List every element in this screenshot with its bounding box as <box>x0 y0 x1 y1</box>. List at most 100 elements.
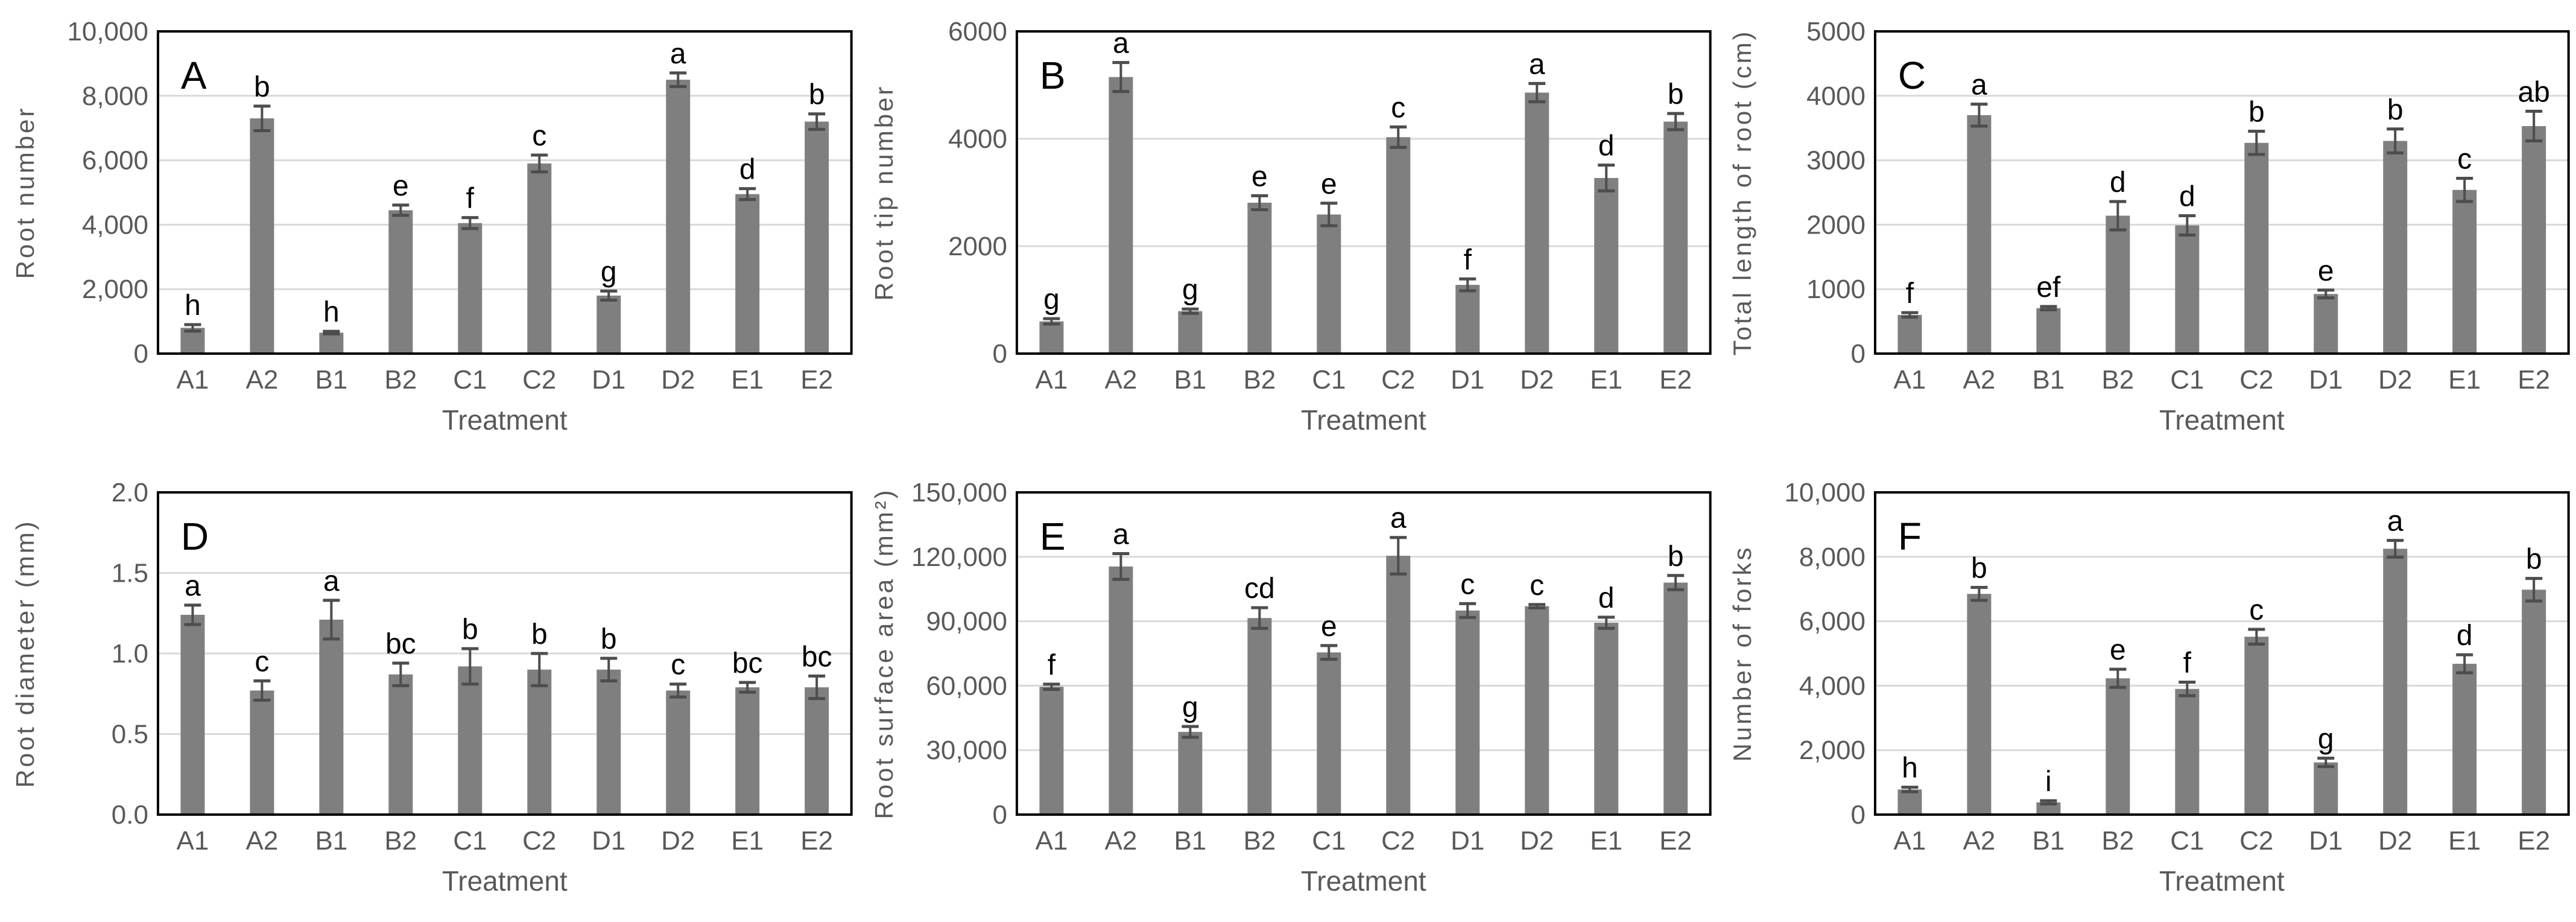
y-axis-title: Root number <box>11 106 39 279</box>
bar-B2 <box>1247 202 1271 354</box>
bar-E2 <box>2522 126 2546 354</box>
bar-B1 <box>1178 731 1203 815</box>
panel-letter: A <box>181 54 207 97</box>
sig-letter: ef <box>2037 272 2062 304</box>
x-tick-label: D1 <box>2309 826 2343 856</box>
bar-A1 <box>180 614 205 815</box>
sig-letter: b <box>2526 544 2542 576</box>
x-tick-label: A1 <box>1035 826 1068 856</box>
sig-letter: bc <box>732 647 763 679</box>
chart-canvas-E: 0 30,000 60,000 90,000 120,000 150,000 f A1 a A2 g… <box>870 478 1712 897</box>
sig-letter: h <box>1902 752 1918 784</box>
sig-letter: e <box>393 170 409 202</box>
sig-letter: f <box>1463 244 1472 276</box>
panel-letter: C <box>1898 54 1926 97</box>
y-tick-label: 2,000 <box>1799 736 1866 765</box>
x-tick-label: D2 <box>661 826 695 856</box>
x-tick-label: A2 <box>245 365 278 395</box>
y-tick-label: 4000 <box>948 124 1007 154</box>
x-axis-title: Treatment <box>1301 404 1426 436</box>
x-tick-label: C1 <box>2171 826 2204 856</box>
sig-letter: a <box>323 565 340 597</box>
x-tick-label: E2 <box>2518 826 2551 856</box>
x-tick-label: C1 <box>1312 365 1346 395</box>
bar-A1 <box>1897 789 1922 815</box>
bar-D2 <box>1524 606 1549 815</box>
bar-A1 <box>1039 321 1064 354</box>
sig-letter: e <box>1321 168 1337 200</box>
y-tick-label: 0 <box>1851 800 1866 830</box>
sig-letter: b <box>809 79 825 111</box>
y-tick-label: 8,000 <box>82 81 148 111</box>
bar-E2 <box>805 687 829 815</box>
sig-letter: bc <box>802 641 832 673</box>
chart-canvas-B: 0 2000 4000 6000 g A1 a A2 g B1 e B2 e C1 c C2 f D1 a D2 d E1… <box>870 17 1712 436</box>
x-axis-title: Treatment <box>1301 865 1426 897</box>
bar-E2 <box>1663 582 1688 815</box>
x-tick-label: E2 <box>2518 365 2551 395</box>
bar-E1 <box>1593 177 1618 354</box>
x-tick-label: C1 <box>453 826 487 856</box>
bar-C2 <box>1385 556 1410 815</box>
panel-letter: B <box>1040 54 1066 97</box>
panel-letter: F <box>1898 515 1922 558</box>
sig-letter: i <box>2045 766 2052 798</box>
sig-letter: c <box>671 649 685 681</box>
sig-letter: a <box>1971 69 1987 101</box>
y-tick-label: 2,000 <box>82 275 148 304</box>
bar-A2 <box>1967 594 1992 815</box>
x-tick-label: B2 <box>384 365 417 395</box>
x-tick-label: A1 <box>1894 826 1926 856</box>
x-tick-label: D2 <box>2378 826 2412 856</box>
bar-E2 <box>1663 121 1688 354</box>
bar-C2 <box>2244 142 2269 354</box>
bar-E1 <box>735 194 760 354</box>
y-tick-label: 4,000 <box>82 210 148 240</box>
x-tick-label: D1 <box>2309 365 2343 395</box>
sig-letter: f <box>1047 649 1055 681</box>
y-tick-label: 60,000 <box>926 671 1007 701</box>
y-axis-title: Root surface area (mm²) <box>870 488 898 819</box>
bar-A2 <box>1109 77 1133 354</box>
x-tick-label: A2 <box>1104 826 1137 856</box>
x-tick-label: C1 <box>453 365 487 395</box>
bar-A1 <box>1039 687 1064 815</box>
sig-letter: bc <box>385 628 416 660</box>
bar-D1 <box>2314 294 2338 354</box>
chart-canvas-F: 0 2,000 4,000 6,000 8,000 10,000 h A1 b A2 i B1 e B2 f… <box>1728 478 2570 897</box>
sig-letter: g <box>601 256 617 288</box>
y-tick-label: 4,000 <box>1799 671 1866 701</box>
sig-letter: a <box>1113 28 1129 60</box>
x-tick-label: C2 <box>1381 365 1415 395</box>
sig-letter: b <box>254 71 270 103</box>
sig-letter: b <box>462 614 478 646</box>
y-axis-title: Total length of root (cm) <box>1728 29 1756 355</box>
bar-C2 <box>527 669 552 815</box>
sig-letter: c <box>532 120 546 152</box>
x-tick-label: D1 <box>1451 826 1484 856</box>
bar-C1 <box>1316 652 1341 815</box>
x-tick-label: A2 <box>1104 365 1137 395</box>
bar-B1 <box>319 619 344 815</box>
y-axis-title: Number of forks <box>1728 545 1756 762</box>
bar-B2 <box>388 674 413 815</box>
x-axis-title: Treatment <box>2159 404 2285 436</box>
bar-D2 <box>666 690 691 815</box>
sig-letter: c <box>2250 594 2264 626</box>
sig-letter: g <box>1182 274 1198 306</box>
x-tick-label: E1 <box>2449 826 2481 856</box>
x-tick-label: D1 <box>592 365 625 395</box>
x-tick-label: B2 <box>2102 365 2135 395</box>
bar-A2 <box>250 690 274 815</box>
chart-panel-A: 0 2,000 4,000 6,000 8,000 10,000 h A1 b A2 h B1 e B2 f… <box>0 0 859 461</box>
y-tick-label: 4000 <box>1806 81 1866 111</box>
x-tick-label: E2 <box>800 365 833 395</box>
bar-B1 <box>319 332 344 354</box>
x-tick-label: C2 <box>522 826 556 856</box>
sig-letter: b <box>1668 78 1684 110</box>
sig-letter: h <box>185 290 201 322</box>
chart-canvas-A: 0 2,000 4,000 6,000 8,000 10,000 h A1 b A2 h B1 e B2 f… <box>11 17 853 436</box>
sig-letter: g <box>1182 692 1198 723</box>
panel-letter: E <box>1040 515 1066 558</box>
